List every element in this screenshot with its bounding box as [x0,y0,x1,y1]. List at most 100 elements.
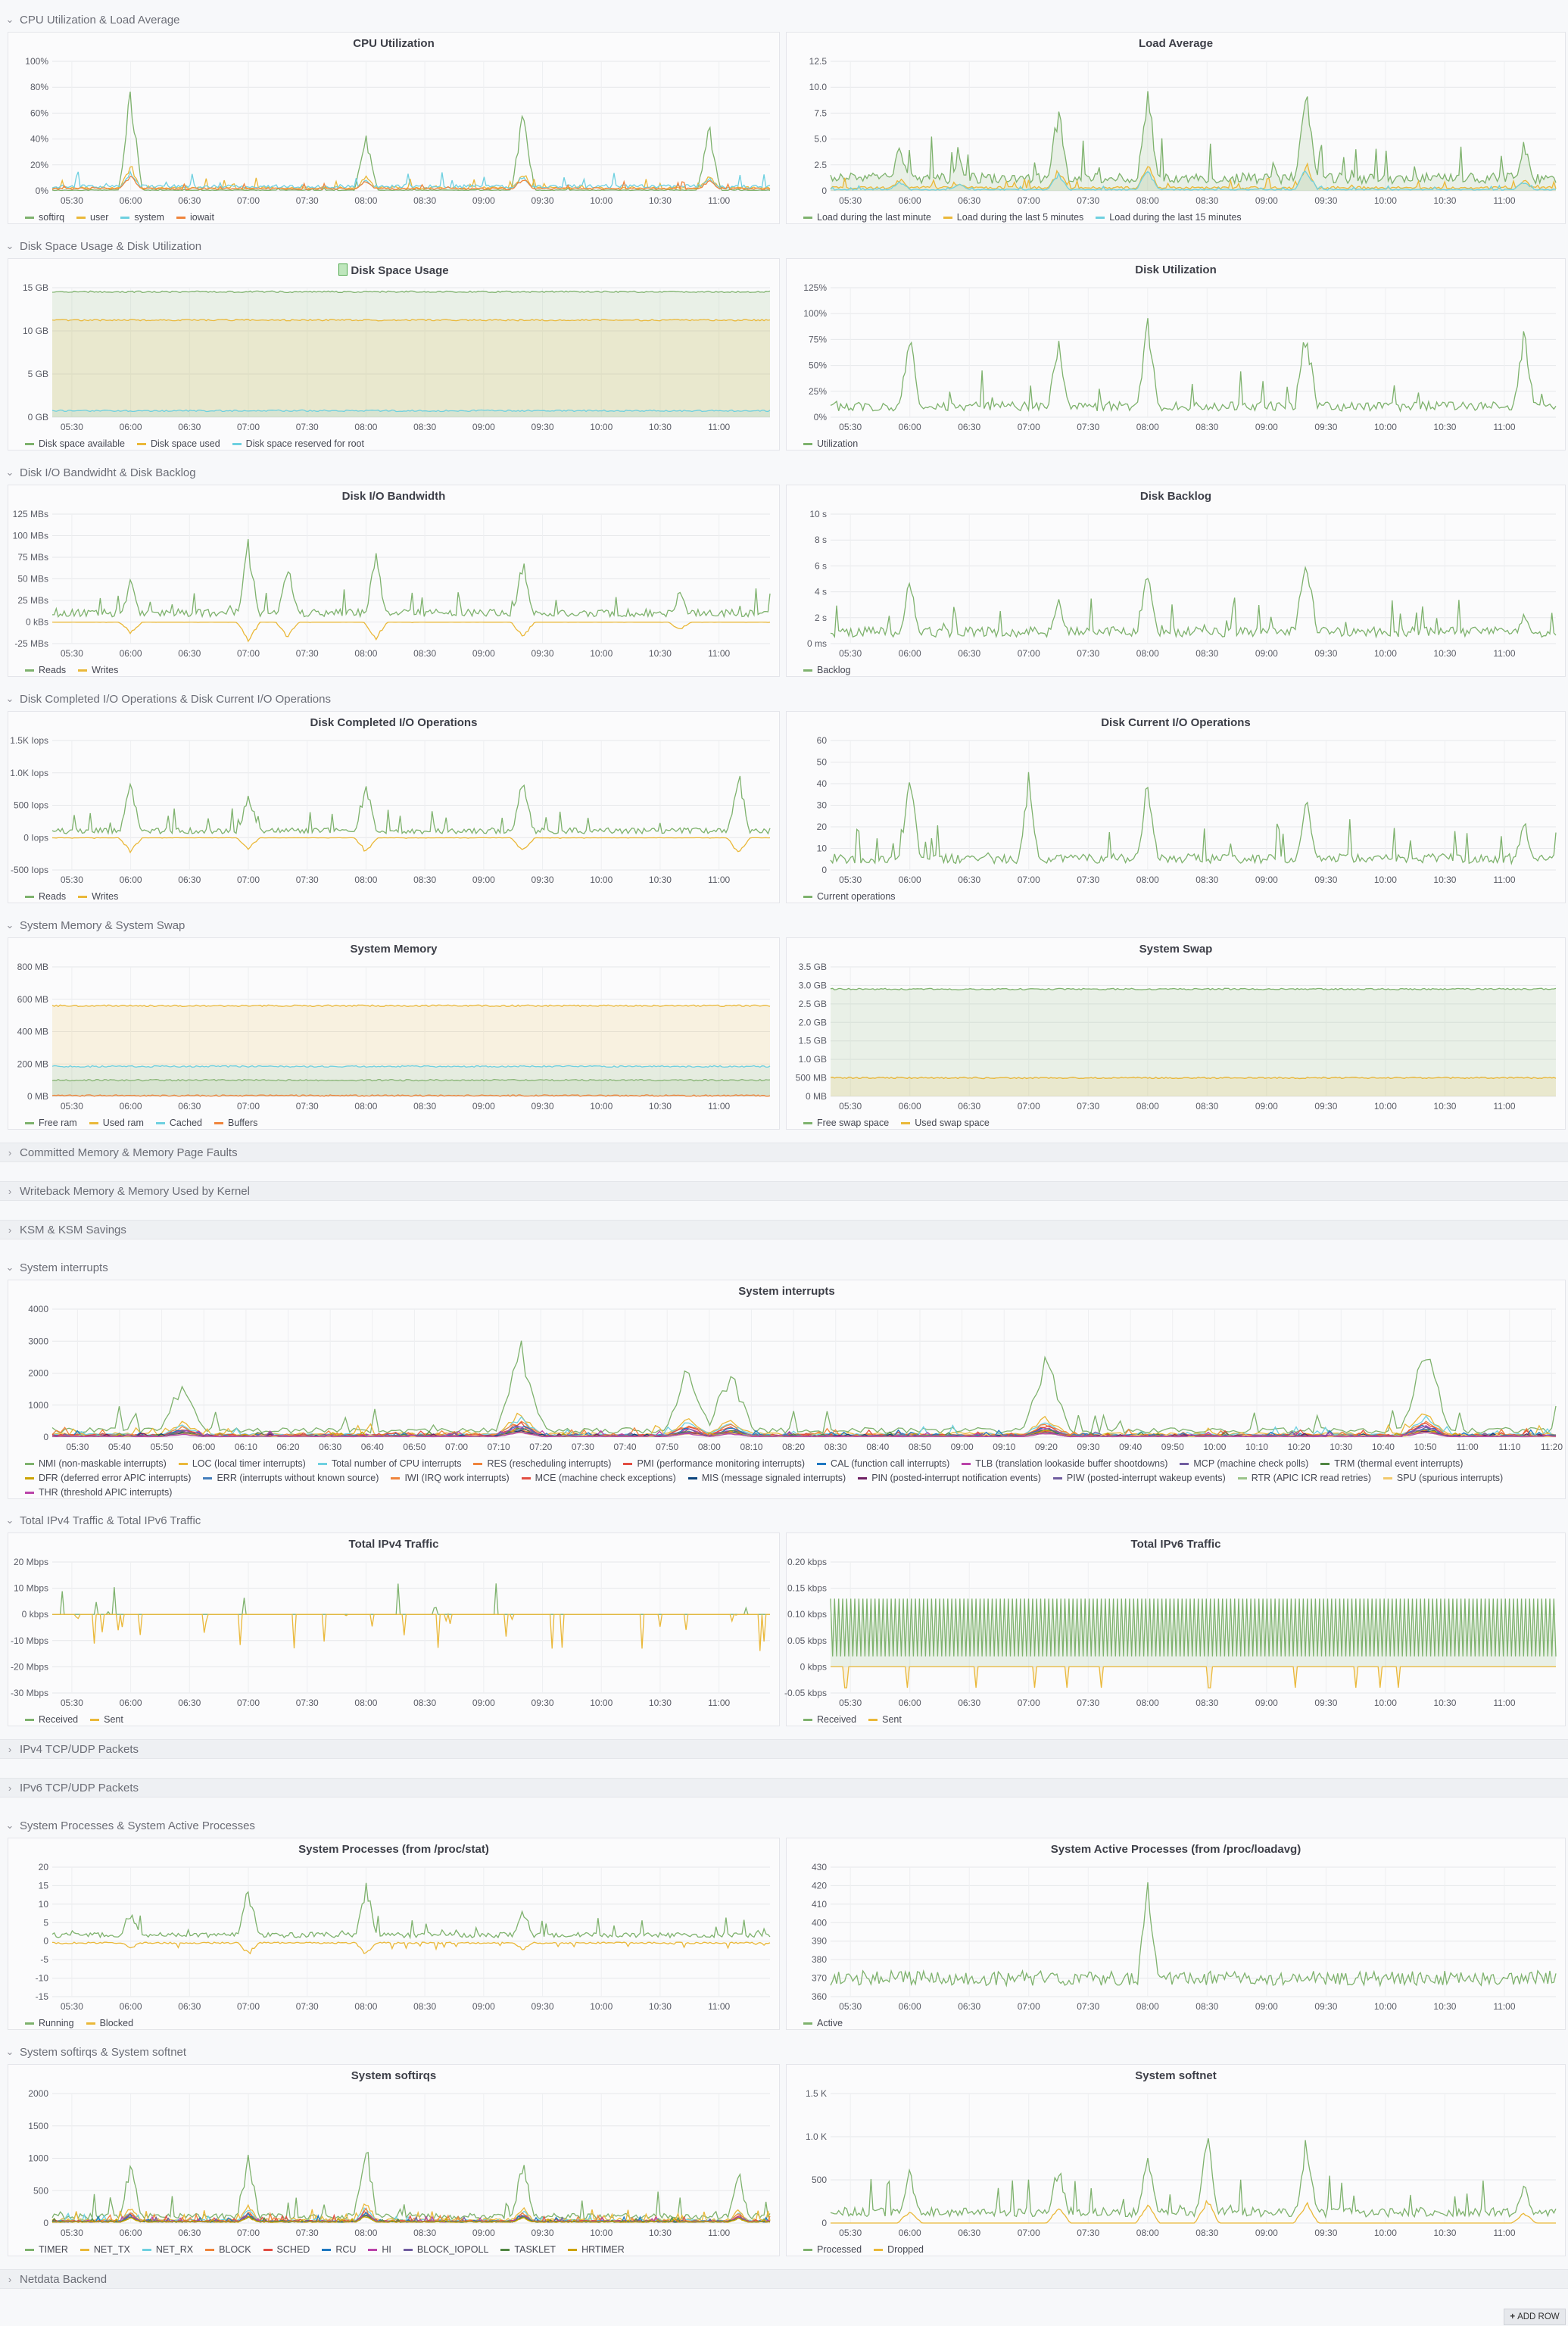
legend-item[interactable]: Reads [25,890,66,904]
legend-item[interactable]: MIS (message signaled interrupts) [687,1471,846,1486]
legend-item[interactable]: Used swap space [901,1116,990,1130]
panel-ipv4-traffic[interactable]: Total IPv4 Traffic -30 Mbps -20 Mbps -10 Mb… [8,1532,780,1726]
row-header-netdata-backend[interactable]: › Netdata Backend [0,2269,1568,2289]
legend-item[interactable]: Cached [155,1116,202,1130]
legend-item[interactable]: HRTIMER [568,2243,625,2257]
legend-item[interactable]: Total number of CPU interrupts [317,1457,461,1471]
panel-system-softirqs[interactable]: System softirqs 0 500 1000 1500 2000 05:30 06:0… [8,2064,780,2256]
panel-disk-utilization[interactable]: Disk Utilization 0% 25% 50% 75% 100% 125% 05:30… [786,258,1566,451]
legend-item[interactable]: MCP (machine check polls) [1180,1457,1308,1471]
legend-item[interactable]: TRM (thermal event interrupts) [1320,1457,1463,1471]
legend-item[interactable]: RTR (APIC ICR read retries) [1237,1471,1371,1486]
row-header-interrupts[interactable]: ⌄ System interrupts [0,1258,1568,1277]
panel-system-swap[interactable]: System Swap 0 MB 500 MB 1.0 GB 1.5 GB 2.0 GB 2… [786,937,1566,1130]
legend-item[interactable]: PMI (performance monitoring interrupts) [623,1457,805,1471]
panel-load-average[interactable]: Load Average 0 2.5 5.0 7.5 10.0 12.5 05:30 06:00… [786,32,1566,224]
legend-item[interactable]: SPU (spurious interrupts) [1383,1471,1503,1486]
legend-item[interactable]: IWI (IRQ work interrupts) [391,1471,510,1486]
legend-item[interactable]: Sent [868,1713,902,1727]
legend-swatch [25,2022,34,2025]
row-header-softirqs[interactable]: ⌄ System softirqs & System softnet [0,2043,1568,2061]
legend-item[interactable]: NMI (non-maskable interrupts) [25,1457,167,1471]
legend-item[interactable]: CAL (function call interrupts) [817,1457,949,1471]
legend-item[interactable]: Writes [78,890,118,904]
legend-item[interactable]: Current operations [803,890,896,904]
legend-item[interactable]: Used ram [89,1116,144,1130]
legend-item[interactable]: Reads [25,663,66,678]
legend-item[interactable]: DFR (deferred error APIC interrupts) [25,1471,191,1486]
legend-item[interactable]: NET_TX [79,2243,130,2257]
legend-item[interactable]: Free ram [25,1116,77,1130]
row-header-ipv6-packets[interactable]: › IPv6 TCP/UDP Packets [0,1778,1568,1798]
legend-item[interactable]: Active [803,2016,843,2031]
legend-item[interactable]: system [120,210,164,225]
legend-item[interactable]: RCU [322,2243,356,2257]
panel-disk-completed-io[interactable]: Disk Completed I/O Operations -500 Iops 0 … [8,711,780,903]
legend-item[interactable]: Writes [78,663,118,678]
add-row-button[interactable]: + ADD ROW [1504,2309,1566,2325]
legend-item[interactable]: Sent [90,1713,123,1727]
legend-item[interactable]: Blocked [86,2016,133,2031]
row-header-processes[interactable]: ⌄ System Processes & System Active Proces… [0,1816,1568,1835]
panel-system-softnet[interactable]: System softnet 0 500 1.0 K 1.5 K 05:30 06:00 06… [786,2064,1566,2256]
legend-item[interactable]: Free swap space [803,1116,889,1130]
legend-item[interactable]: TIMER [25,2243,68,2257]
legend-item[interactable]: ERR (interrupts without known source) [203,1471,379,1486]
panel-disk-io-bandwidth[interactable]: Disk I/O Bandwidth -25 MBs 0 kBs 25 MBs 50 M… [8,485,780,677]
legend-item[interactable]: PIN (posted-interrupt notification event… [858,1471,1041,1486]
legend-item[interactable]: BLOCK_IOPOLL [403,2243,488,2257]
panel-system-memory[interactable]: System Memory 0 MB 200 MB 400 MB 600 MB 800 M… [8,937,780,1130]
legend-item[interactable]: BLOCK [205,2243,251,2257]
legend-item[interactable]: Load during the last 15 minutes [1096,210,1242,225]
panel-ipv6-traffic[interactable]: Total IPv6 Traffic -0.05 kbps 0 kbps 0.05 k… [784,1532,1566,1727]
legend-item[interactable]: Received [25,1713,78,1727]
panel-system-active-processes[interactable]: System Active Processes (from /proc/load… [786,1838,1566,2030]
panel-disk-backlog[interactable]: Disk Backlog 0 ms 2 s 4 s 6 s 8 s 10 s 05:30 06:… [786,485,1566,677]
row-header-ksm[interactable]: › KSM & KSM Savings [0,1220,1568,1239]
legend-item[interactable]: user [76,210,108,225]
legend-item[interactable]: iowait [176,210,214,225]
legend-item[interactable]: LOC (local timer interrupts) [178,1457,306,1471]
x-tick-label: 06:30 [178,2228,201,2238]
row-header-disk-io[interactable]: ⌄ Disk I/O Bandwidht & Disk Backlog [0,463,1568,482]
legend-item[interactable]: Buffers [214,1116,257,1130]
legend-item[interactable]: Utilization [803,437,858,451]
row-header-memory[interactable]: ⌄ System Memory & System Swap [0,916,1568,934]
row-header-writeback-memory[interactable]: › Writeback Memory & Memory Used by Kerne… [0,1181,1568,1201]
legend-item[interactable]: Backlog [803,663,850,678]
x-tick-label: 05:30 [839,422,862,432]
panel-system-interrupts[interactable]: System interrupts 0 1000 2000 3000 4000 05:30 0… [8,1280,1566,1499]
legend-item[interactable]: SCHED [263,2243,310,2257]
legend-item[interactable]: Disk space available [25,437,125,451]
legend-item[interactable]: TLB (translation lookaside buffer shootd… [962,1457,1167,1471]
legend-item[interactable]: Dropped [874,2243,924,2257]
legend-item[interactable]: Disk space reserved for root [232,437,364,451]
legend-item[interactable]: PIW (posted-interrupt wakeup events) [1052,1471,1226,1486]
legend-item[interactable]: NET_RX [142,2243,193,2257]
row-header-disk-space[interactable]: ⌄ Disk Space Usage & Disk Utilization [0,237,1568,255]
row-header-committed-memory[interactable]: › Committed Memory & Memory Page Faults [0,1143,1568,1162]
row-header-ipv4-packets[interactable]: › IPv4 TCP/UDP Packets [0,1739,1568,1759]
row-header-ip-traffic[interactable]: ⌄ Total IPv4 Traffic & Total IPv6 Traffic [0,1511,1568,1529]
legend-item[interactable]: RES (rescheduling interrupts) [473,1457,611,1471]
legend-item[interactable]: Received [803,1713,856,1727]
legend-item[interactable]: MCE (machine check exceptions) [521,1471,676,1486]
legend-item[interactable]: Load during the last 5 minutes [943,210,1083,225]
legend-item[interactable]: softirq [25,210,64,225]
y-tick-label: 1000 [28,2153,48,2164]
panel-disk-current-io[interactable]: Disk Current I/O Operations 0 10 20 30 40 50 60… [786,711,1566,903]
legend-label: PIW (posted-interrupt wakeup events) [1066,1473,1226,1483]
legend-item[interactable]: TASKLET [500,2243,556,2257]
panel-cpu-utilization[interactable]: CPU Utilization 0% 20% 40% 60% 80% 100% 05:30 06… [8,32,780,224]
legend-item[interactable]: Disk space used [136,437,220,451]
legend-item[interactable]: Load during the last minute [803,210,931,225]
legend-item[interactable]: Processed [803,2243,862,2257]
panel-system-processes[interactable]: System Processes (from /proc/stat) -15 -10… [8,1838,780,2030]
panel-disk-space-usage[interactable]: Disk Space Usage 0 GB 5 GB 10 GB 15 GB 05:30 0… [8,258,780,451]
legend-swatch [1320,1463,1330,1466]
legend-item[interactable]: Running [25,2016,74,2031]
row-header-cpu[interactable]: ⌄ CPU Utilization & Load Average [0,11,1568,29]
legend-item[interactable]: THR (threshold APIC interrupts) [25,1486,172,1500]
row-header-disk-ops[interactable]: ⌄ Disk Completed I/O Operations & Disk Cu… [0,690,1568,708]
legend-item[interactable]: HI [368,2243,391,2257]
